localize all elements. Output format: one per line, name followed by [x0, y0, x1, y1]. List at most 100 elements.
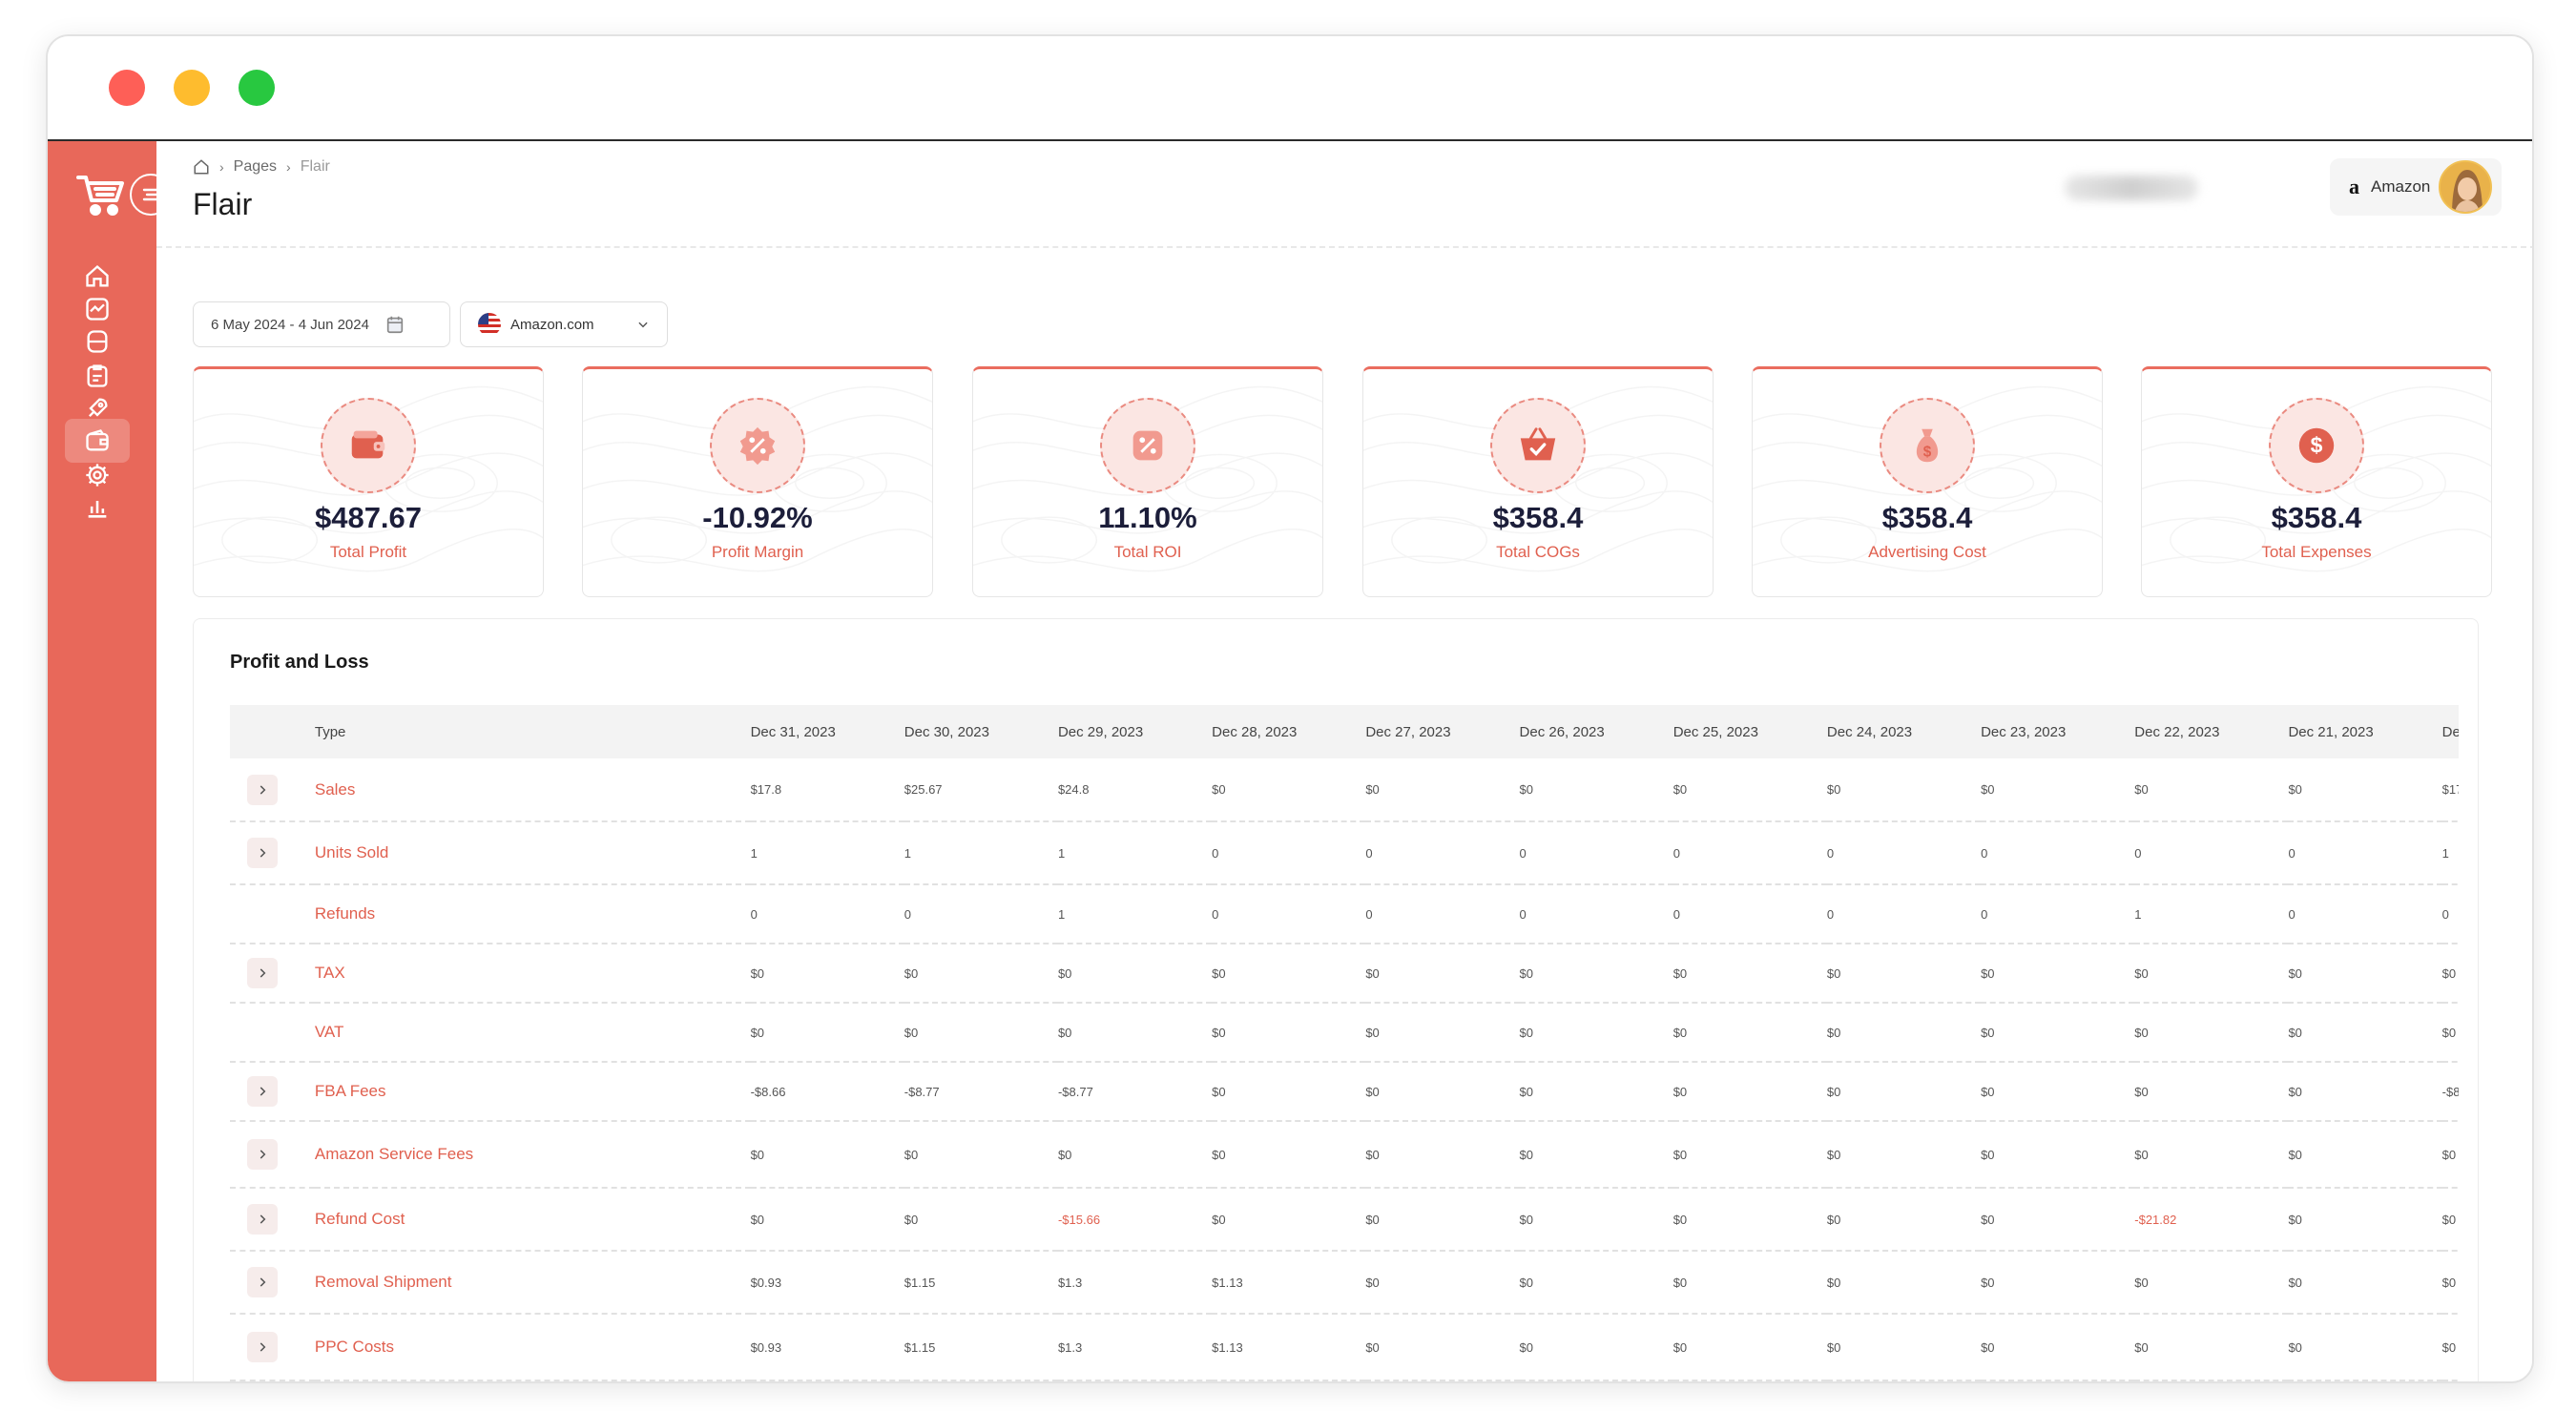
column-header-date[interactable]: Dec 25, 2023 [1672, 723, 1758, 740]
expand-cell [230, 944, 315, 1004]
close-window-button[interactable] [109, 70, 145, 106]
dollar-coin-icon: $ [2269, 398, 2364, 493]
column-header-date[interactable]: Dec 24, 2023 [1826, 723, 1913, 740]
stat-card-total-roi: 11.10% Total ROI [972, 366, 1323, 597]
breadcrumb-separator-icon: › [286, 159, 291, 175]
table-cell: $17.8 [2441, 758, 2459, 822]
table-cell: $0 [2134, 1003, 2289, 1063]
table-cell: $0 [1672, 758, 1827, 822]
expand-row-button[interactable] [247, 1332, 278, 1362]
table-cell: 0 [1519, 884, 1673, 944]
table-row: VAT $0 $0 $0 $0 $0 $0 $0 $0 $0 $0 $0 $0 [230, 1003, 2459, 1063]
column-header-date[interactable]: Dec 22, 2023 [2134, 723, 2220, 740]
amazon-logo-icon: a [2349, 175, 2359, 198]
column-header-date[interactable]: Dec 26, 2023 [1519, 723, 1605, 740]
sidebar-item-activity-chart[interactable] [65, 287, 130, 331]
clipboard-icon [87, 364, 108, 387]
row-type-label: TAX [314, 944, 751, 1004]
expand-cell [230, 1003, 315, 1063]
table-cell: $0 [2288, 758, 2442, 822]
stat-label: Advertising Cost [1868, 543, 1986, 561]
table-cell: $0 [1519, 1062, 1673, 1122]
svg-text:$: $ [1923, 445, 1932, 461]
table-cell: $0 [1519, 1380, 1673, 1381]
table-cell: $1.15 [904, 1251, 1058, 1315]
table-cell: 0 [750, 884, 904, 944]
sidebar-item-bar-chart[interactable] [65, 486, 130, 529]
table-cell: $0 [1365, 1380, 1520, 1381]
sidebar-item-wallet[interactable] [65, 419, 130, 463]
stat-label: Total Expenses [2261, 543, 2372, 561]
table-cell: $0 [1826, 1251, 1982, 1315]
table-cell: $0 [1981, 1188, 2135, 1252]
table-cell: $0 [750, 944, 904, 1004]
page-title: Flair [193, 187, 253, 221]
sidebar-item-database[interactable] [65, 320, 130, 363]
percent-icon [1100, 398, 1195, 493]
table-cell: $0 [1981, 1062, 2135, 1122]
table-cell: $1.3 [1057, 1251, 1213, 1315]
home-icon[interactable] [193, 158, 210, 176]
bar-chart-icon [88, 501, 107, 518]
column-header-date[interactable]: Dec 23, 2023 [1981, 723, 2067, 740]
table-cell: $0 [1365, 1062, 1520, 1122]
table-cell: $0 [904, 944, 1058, 1004]
table-cell: 0 [1672, 821, 1827, 885]
cart-logo-icon[interactable] [74, 168, 128, 221]
date-range-value: 6 May 2024 - 4 Jun 2024 [211, 316, 369, 333]
expand-row-button[interactable] [247, 1267, 278, 1297]
table-cell: $17.8 [750, 758, 904, 822]
table-cell: $0 [2441, 1121, 2459, 1189]
avatar[interactable] [2439, 160, 2492, 214]
calendar-icon [386, 316, 404, 334]
table-cell: $0 [1057, 1121, 1213, 1189]
date-range-picker[interactable]: 6 May 2024 - 4 Jun 2024 [193, 301, 450, 347]
table-cell: $0 [2441, 1314, 2459, 1381]
row-type-label: Amazon Service Fees [314, 1121, 751, 1189]
table-cell: -$15.66 [1057, 1188, 1213, 1252]
table-cell: $0 [1672, 1251, 1827, 1315]
column-header-date[interactable]: Dec 27, 2023 [1365, 723, 1451, 740]
table-cell: $0 [1672, 1003, 1827, 1063]
blurred-account-name [2065, 176, 2198, 200]
column-header-date[interactable]: Dec 28, 2023 [1212, 723, 1298, 740]
profit-and-loss-table-scroll[interactable]: Type Dec 31, 2023 Dec 30, 2023 Dec 29, 2023… [230, 705, 2459, 1381]
expand-row-button[interactable] [247, 1076, 278, 1107]
sidebar-item-rocket[interactable] [65, 386, 130, 430]
maximize-window-button[interactable] [239, 70, 275, 106]
row-type-label: PPC Costs [314, 1314, 751, 1381]
expand-row-button[interactable] [247, 1204, 278, 1235]
table-cell: 0 [1212, 821, 1366, 885]
table-cell: 0 [1826, 821, 1982, 885]
table-cell: 1 [1057, 884, 1213, 944]
table-cell: 0 [1365, 821, 1520, 885]
chevron-right-icon [260, 1150, 266, 1159]
activity-chart-icon [86, 298, 109, 321]
breadcrumb-pages-link[interactable]: Pages [233, 158, 278, 175]
column-header-date[interactable]: Dec 30, 2023 [904, 723, 989, 740]
us-flag-icon [478, 313, 501, 336]
column-header-date[interactable]: Dec 31, 2023 [750, 723, 836, 740]
expand-row-button[interactable] [247, 1139, 278, 1170]
profit-and-loss-panel: Profit and Loss Type Dec 31, 2023 Dec 30, … [193, 618, 2479, 1381]
store-dropdown[interactable]: Amazon.com [460, 301, 668, 347]
table-cell: $0 [1057, 944, 1213, 1004]
sidebar-item-gear[interactable] [65, 453, 130, 497]
expand-row-button[interactable] [247, 958, 278, 988]
table-cell: $0 [1981, 1251, 2135, 1315]
expand-row-button[interactable] [247, 838, 278, 868]
expand-cell [230, 1188, 315, 1252]
column-header-date[interactable]: Dec 29, 2023 [1057, 723, 1144, 740]
column-header-date[interactable]: Dec 21, 2023 [2288, 723, 2374, 740]
sidebar-item-clipboard[interactable] [65, 354, 130, 398]
sidebar-item-home[interactable] [65, 255, 130, 299]
table-cell: $0 [2134, 758, 2289, 822]
table-cell: $0 [1212, 1003, 1366, 1063]
expand-row-button[interactable] [247, 774, 278, 805]
table-cell: $0 [1365, 944, 1520, 1004]
table-cell: $0 [1519, 758, 1673, 822]
money-bag-icon: $ [1880, 398, 1975, 493]
minimize-window-button[interactable] [174, 70, 210, 106]
expand-column-header [230, 705, 315, 758]
column-header-date[interactable]: Dec 20, 2023 [2441, 723, 2459, 740]
